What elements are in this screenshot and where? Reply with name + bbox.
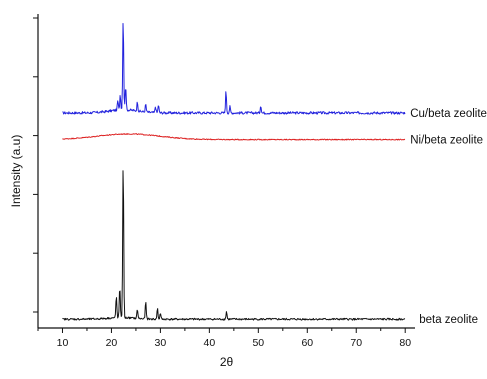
x-tick-label: 80 [399,337,411,349]
x-tick-label: 20 [106,337,118,349]
x-tick-label: 60 [301,337,313,349]
series-line [62,170,406,321]
series-label: Ni/beta zeolite [410,135,483,147]
x-axis-title: 2θ [220,355,234,369]
x-tick-label: 50 [252,337,264,349]
series-line [62,133,406,141]
ticks: 10 20 30 40 50 60 70 80 [33,17,411,349]
series-label: beta zeolite [419,314,478,326]
x-tick-label: 40 [204,337,216,349]
series-group [62,22,406,321]
x-tick-label: 30 [155,337,167,349]
x-tick-label: 70 [350,337,362,349]
axes [37,14,415,329]
series-labels: Cu/beta zeolite Ni/beta zeolite beta zeoli… [410,108,487,326]
series-line [62,22,406,115]
series-label: Cu/beta zeolite [410,108,487,120]
y-axis-title: Intensity (a.u) [9,135,23,208]
x-tick-label: 10 [57,337,69,349]
